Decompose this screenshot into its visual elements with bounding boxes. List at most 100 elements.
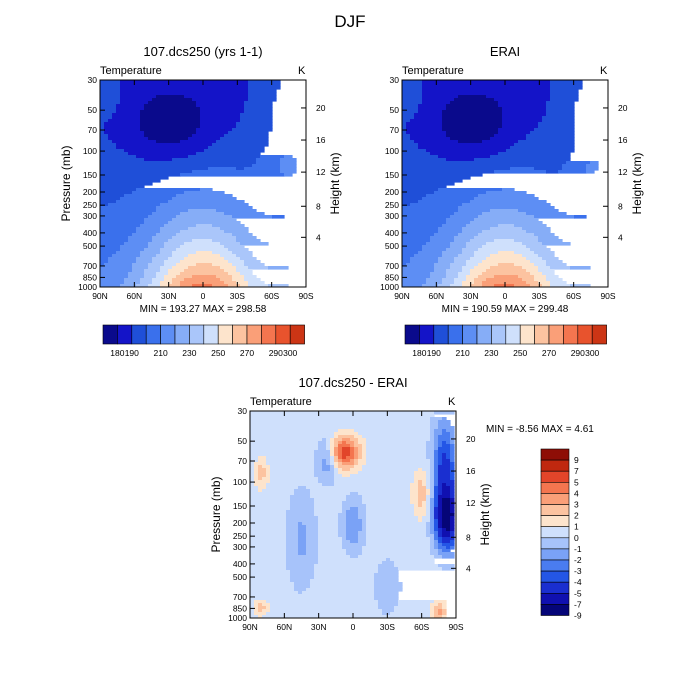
contour-cell — [422, 80, 551, 84]
contour-cell — [306, 552, 319, 556]
contour-cell — [116, 146, 209, 150]
contour-cell — [426, 507, 431, 511]
contour-cell — [570, 284, 591, 287]
contour-cell — [438, 492, 443, 496]
contour-cell — [250, 426, 431, 430]
contour-cell — [418, 200, 471, 204]
contour-cell — [438, 462, 443, 466]
contour-cell — [140, 125, 201, 129]
contour-field — [250, 411, 455, 618]
contour-cell — [438, 564, 455, 568]
contour-cell — [358, 507, 367, 511]
contour-cell — [132, 266, 149, 270]
contour-cell — [414, 477, 427, 481]
contour-cell — [406, 263, 435, 267]
contour-cell — [366, 438, 431, 442]
contour-cell — [402, 257, 411, 261]
contour-cell — [290, 495, 311, 499]
contour-cell — [290, 501, 315, 505]
contour-cell — [262, 603, 271, 607]
contour-cell — [402, 170, 495, 174]
contour-cell — [306, 588, 375, 592]
contour-cell — [426, 504, 431, 508]
contour-cell — [442, 486, 451, 490]
contour-cell — [422, 468, 431, 472]
contour-cell — [232, 251, 253, 255]
contour-cell — [248, 95, 277, 99]
contour-cell — [438, 519, 443, 523]
contour-cell — [358, 555, 435, 559]
contour-cell — [446, 441, 451, 445]
contour-cell — [438, 420, 451, 424]
contour-cell — [270, 480, 319, 484]
contour-cell — [450, 465, 455, 469]
contour-cell — [438, 609, 443, 613]
contour-cell — [450, 441, 455, 445]
contour-cell — [430, 525, 435, 529]
contour-cell — [402, 110, 419, 114]
contour-cell — [438, 456, 443, 460]
contour-cell — [398, 603, 431, 607]
contour-cell — [450, 525, 455, 529]
colorbar-label: 9 — [574, 455, 579, 465]
y-tick-label: 500 — [233, 572, 247, 582]
contour-cell — [128, 275, 145, 279]
contour-cell — [462, 269, 471, 273]
contour-cell — [286, 567, 315, 571]
contour-cell — [286, 546, 299, 550]
contour-cell — [394, 561, 435, 565]
contour-cell — [438, 441, 443, 445]
contour-cell — [100, 209, 157, 213]
contour-cell — [474, 251, 499, 255]
contour-cell — [318, 555, 351, 559]
contour-cell — [502, 119, 543, 123]
colorbar-box — [275, 324, 291, 345]
contour-cell — [414, 480, 419, 484]
contour-cell — [430, 465, 435, 469]
contour-cell — [100, 212, 153, 216]
contour-cell — [200, 122, 237, 126]
contour-cell — [446, 483, 455, 487]
contour-cell — [256, 158, 281, 162]
contour-cell — [350, 459, 355, 463]
x-tick-label: 60S — [264, 291, 279, 301]
contour-cell — [180, 272, 229, 276]
colorbar-box — [203, 324, 219, 345]
contour-cell — [338, 450, 343, 454]
contour-cell — [250, 474, 255, 478]
contour-cell — [334, 474, 343, 478]
contour-cell — [430, 492, 435, 496]
contour-cell — [362, 435, 431, 439]
contour-cell — [136, 230, 161, 234]
contour-cell — [546, 107, 575, 111]
colorbar-box — [476, 324, 492, 345]
contour-cell — [522, 227, 551, 231]
contour-cell — [418, 495, 427, 499]
contour-cell — [434, 540, 439, 544]
colorbar-box — [246, 324, 262, 345]
contour-cell — [346, 534, 359, 538]
contour-cell — [250, 597, 375, 601]
contour-cell — [450, 137, 491, 141]
contour-cell — [450, 504, 455, 508]
contour-cell — [442, 612, 447, 616]
contour-cell — [434, 546, 439, 550]
contour-cell — [258, 609, 263, 613]
contour-cell — [418, 519, 423, 523]
contour-cell — [294, 489, 311, 493]
contour-cell — [358, 441, 367, 445]
contour-cell — [510, 146, 575, 150]
contour-cell — [144, 272, 157, 276]
contour-cell — [458, 275, 467, 279]
contour-cell — [258, 489, 263, 493]
contour-cell — [434, 495, 439, 499]
contour-cell — [286, 540, 299, 544]
contour-cell — [100, 182, 153, 186]
contour-cell — [346, 498, 363, 502]
contour-cell — [266, 474, 271, 478]
colorbar-box — [540, 481, 570, 494]
contour-cell — [338, 471, 359, 475]
contour-cell — [100, 230, 137, 234]
contour-cell — [100, 95, 121, 99]
contour-cell — [442, 522, 451, 526]
